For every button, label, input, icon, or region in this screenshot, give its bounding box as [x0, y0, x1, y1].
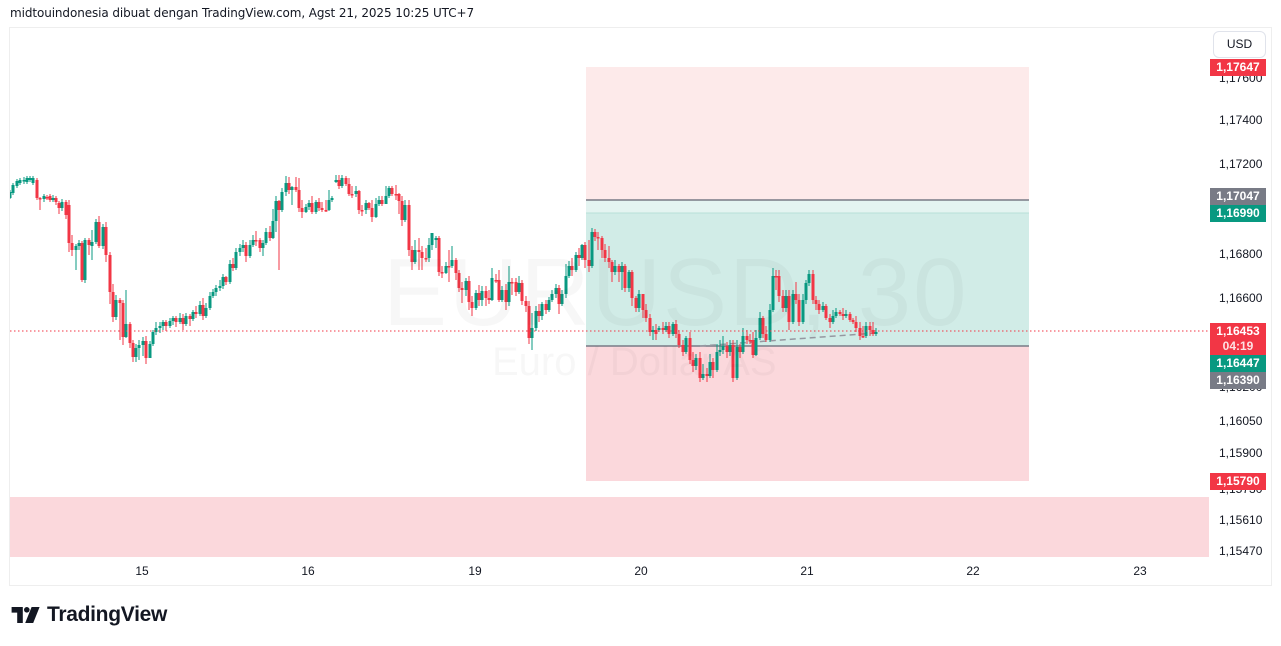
- stop-zone: [586, 346, 1029, 481]
- time-tick-label: 22: [966, 564, 980, 578]
- price-tick-label: 1,16600: [1219, 291, 1263, 305]
- target-zone: [586, 67, 1029, 200]
- price-tick-label: 1,15900: [1219, 446, 1263, 460]
- bottom-zone: [10, 497, 1209, 557]
- time-tick-label: 15: [135, 564, 149, 578]
- candlestick-series[interactable]: [10, 28, 1209, 558]
- time-tick-label: 21: [800, 564, 814, 578]
- badge-price-label: 1,17647: [1216, 60, 1260, 74]
- price-tick-label: 1,17400: [1219, 113, 1263, 127]
- badge-price-label: 1,16447: [1216, 356, 1260, 370]
- badge-price-label: 1,16453: [1216, 324, 1260, 338]
- profit-zone-upper: [586, 200, 1029, 213]
- time-tick-label: 20: [634, 564, 648, 578]
- target-price-badge: 1,17647: [1210, 59, 1266, 76]
- badge-price-label: 1,16990: [1216, 206, 1260, 220]
- tradingview-brand-text: TradingView: [47, 603, 168, 626]
- price-tick-label: 1,16050: [1219, 414, 1263, 428]
- last-price-badge: 1,16453 04:19: [1210, 323, 1266, 355]
- badge-price-label: 1,17047: [1216, 189, 1260, 203]
- badge-price-label: 1,15790: [1216, 474, 1260, 488]
- stop-price-badge: 1,15790: [1210, 473, 1266, 490]
- countdown-label: 04:19: [1222, 339, 1254, 353]
- entry-lower-price-badge: 1,16390: [1210, 372, 1266, 389]
- time-tick-label: 23: [1133, 564, 1147, 578]
- chart-attribution: midtouindonesia dibuat dengan TradingVie…: [10, 6, 474, 20]
- time-tick-label: 19: [468, 564, 482, 578]
- chart-pane[interactable]: EURUSD, 30 Euro / Dollar AS: [10, 28, 1209, 558]
- tradingview-logo[interactable]: TradingView: [11, 603, 167, 627]
- price-tick-label: 1,15610: [1219, 513, 1263, 527]
- currency-button[interactable]: USD: [1213, 31, 1266, 58]
- badge-price-label: 1,16390: [1216, 373, 1260, 387]
- price-tick-label: 1,17200: [1219, 157, 1263, 171]
- time-axis[interactable]: 15 16 19 20 21 22 23: [10, 558, 1209, 585]
- time-tick-label: 16: [301, 564, 315, 578]
- profit-price-badge: 1,16990: [1210, 205, 1266, 222]
- price-tick-label: 1,16800: [1219, 247, 1263, 261]
- price-tick-label: 1,15470: [1219, 544, 1263, 558]
- entry-price-badge: 1,16447: [1210, 355, 1266, 372]
- entry-upper-price-badge: 1,17047: [1210, 188, 1266, 205]
- tradingview-logo-icon: [11, 607, 40, 623]
